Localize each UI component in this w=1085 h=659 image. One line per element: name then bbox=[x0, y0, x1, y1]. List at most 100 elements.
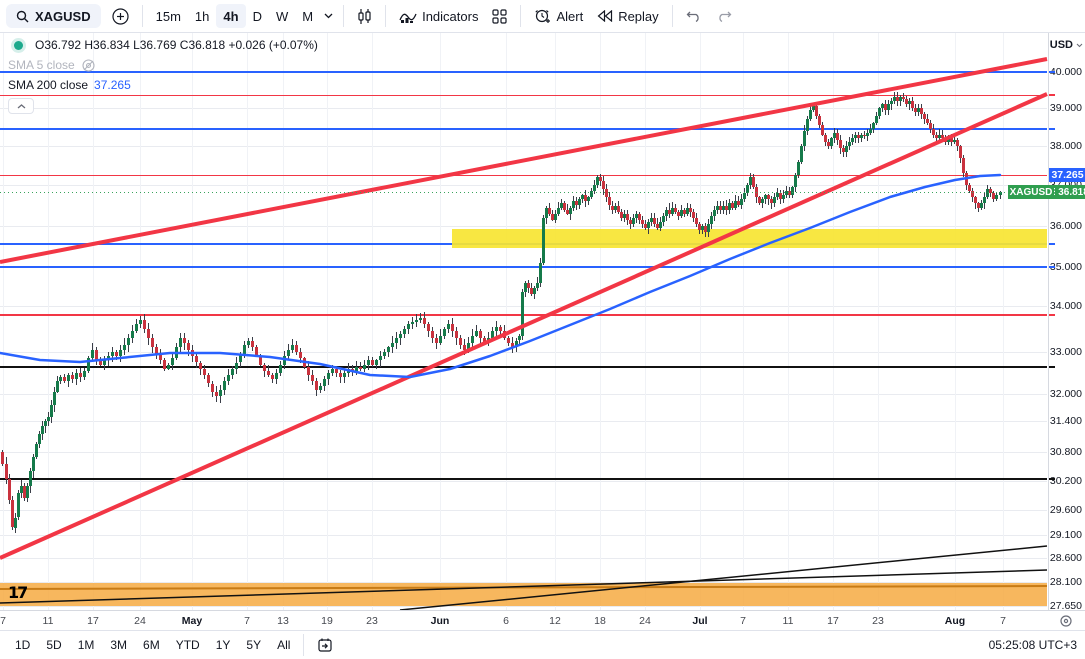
eye-slash-icon[interactable] bbox=[81, 58, 96, 72]
candle bbox=[107, 356, 110, 361]
session-clock[interactable]: 05:25:08 UTC+3 bbox=[988, 638, 1077, 652]
candle bbox=[207, 375, 210, 384]
range-button-1y[interactable]: 1Y bbox=[209, 635, 238, 655]
alert-button[interactable]: Alert bbox=[527, 4, 590, 28]
interval-button-W[interactable]: W bbox=[269, 4, 295, 28]
interval-button-1h[interactable]: 1h bbox=[188, 4, 216, 28]
candle bbox=[499, 326, 502, 332]
sma200-row[interactable]: SMA 200 close 37.265 bbox=[8, 76, 318, 94]
interval-button-M[interactable]: M bbox=[295, 4, 320, 28]
candle bbox=[830, 138, 833, 146]
symbol-search-button[interactable]: XAGUSD bbox=[6, 4, 101, 28]
layout-grid-button[interactable] bbox=[485, 4, 514, 28]
price-gridline bbox=[0, 606, 1047, 607]
candle bbox=[219, 389, 222, 397]
candle bbox=[127, 338, 130, 346]
candle bbox=[383, 352, 386, 357]
time-tick-label: Aug bbox=[944, 615, 966, 627]
time-tick-label: 13 bbox=[277, 615, 289, 627]
candle bbox=[247, 340, 250, 346]
price-tick-label: 30.800 bbox=[1049, 446, 1082, 458]
redo-button[interactable] bbox=[709, 4, 739, 28]
candle bbox=[29, 471, 32, 486]
candle bbox=[395, 338, 398, 343]
chart-style-button[interactable] bbox=[350, 4, 379, 28]
candle bbox=[14, 517, 17, 528]
price-tick-label: 27.650 bbox=[1049, 600, 1082, 612]
candle bbox=[587, 197, 590, 202]
time-gridline bbox=[1003, 33, 1004, 610]
indicators-label: Indicators bbox=[422, 8, 479, 24]
candle bbox=[203, 368, 206, 376]
candle bbox=[187, 342, 190, 350]
legend-collapse-button[interactable] bbox=[8, 98, 34, 114]
range-button-6m[interactable]: 6M bbox=[136, 635, 167, 655]
range-button-all[interactable]: All bbox=[270, 635, 297, 655]
range-button-5y[interactable]: 5Y bbox=[239, 635, 268, 655]
range-button-1d[interactable]: 1D bbox=[8, 635, 37, 655]
candle bbox=[175, 347, 178, 359]
interval-button-15m[interactable]: 15m bbox=[149, 4, 188, 28]
candle bbox=[255, 347, 258, 357]
interval-button-4h[interactable]: 4h bbox=[216, 4, 246, 28]
candle bbox=[375, 360, 378, 365]
candle bbox=[41, 426, 44, 434]
currency-selector[interactable]: USD bbox=[1050, 39, 1083, 51]
candle bbox=[713, 209, 716, 216]
time-gridline bbox=[555, 33, 556, 610]
time-tick-label: 23 bbox=[366, 615, 378, 627]
candle bbox=[363, 364, 366, 369]
candle bbox=[67, 375, 70, 382]
candle bbox=[367, 360, 370, 365]
candle bbox=[839, 140, 842, 148]
time-axis[interactable]: 7 11 17 24 May 7 13 19 23 Jun 6 12 18 24 Jul 7 11 17 23 Aug… bbox=[0, 610, 1085, 630]
price-axis[interactable]: USD 40.00039.00038.00037.00036.00035.000… bbox=[1048, 33, 1085, 612]
price-tick-label: 32.000 bbox=[1049, 388, 1082, 400]
candle bbox=[557, 207, 560, 214]
candle bbox=[87, 358, 90, 371]
time-tick-label: 24 bbox=[639, 615, 651, 627]
time-tick-label: 17 bbox=[87, 615, 99, 627]
range-button-ytd[interactable]: YTD bbox=[169, 635, 207, 655]
range-button-5d[interactable]: 5D bbox=[39, 635, 68, 655]
chevron-down-icon bbox=[1076, 43, 1083, 48]
undo-icon bbox=[686, 10, 702, 22]
candle bbox=[103, 360, 106, 365]
candle bbox=[251, 340, 254, 348]
indicators-button[interactable]: Indicators bbox=[392, 4, 485, 28]
compare-add-button[interactable] bbox=[105, 4, 136, 28]
candle bbox=[319, 385, 322, 390]
interval-button-D[interactable]: D bbox=[246, 4, 269, 28]
candle bbox=[95, 349, 98, 361]
range-button-3m[interactable]: 3M bbox=[103, 635, 134, 655]
candle bbox=[447, 324, 450, 329]
replay-button[interactable]: Replay bbox=[590, 4, 665, 28]
price-gridline bbox=[0, 558, 1047, 559]
undo-button[interactable] bbox=[679, 4, 709, 28]
candle bbox=[415, 319, 418, 323]
candlestick-style-icon bbox=[357, 8, 372, 25]
go-to-date-button[interactable] bbox=[310, 633, 340, 657]
candle bbox=[443, 329, 446, 336]
sma200-line[interactable] bbox=[0, 173, 1002, 379]
tradingview-logo[interactable]: 17 bbox=[8, 583, 28, 602]
horizontal-level-line bbox=[0, 266, 1047, 268]
candle bbox=[26, 485, 29, 498]
candle bbox=[111, 352, 114, 357]
axis-settings-gear-icon[interactable] bbox=[1059, 614, 1073, 628]
candle bbox=[171, 358, 174, 365]
candle bbox=[227, 375, 230, 382]
candle bbox=[123, 345, 126, 350]
candle bbox=[803, 130, 806, 146]
replay-rewind-icon bbox=[597, 10, 613, 22]
candle bbox=[83, 370, 86, 378]
range-button-1m[interactable]: 1M bbox=[71, 635, 102, 655]
candle bbox=[836, 132, 839, 141]
candle bbox=[63, 377, 66, 382]
interval-dropdown-button[interactable] bbox=[320, 4, 337, 28]
price-tick-label: 38.000 bbox=[1049, 140, 1082, 152]
candle bbox=[773, 197, 776, 204]
sma5-row[interactable]: SMA 5 close bbox=[8, 56, 318, 74]
candle bbox=[275, 373, 278, 380]
candle bbox=[608, 197, 611, 206]
